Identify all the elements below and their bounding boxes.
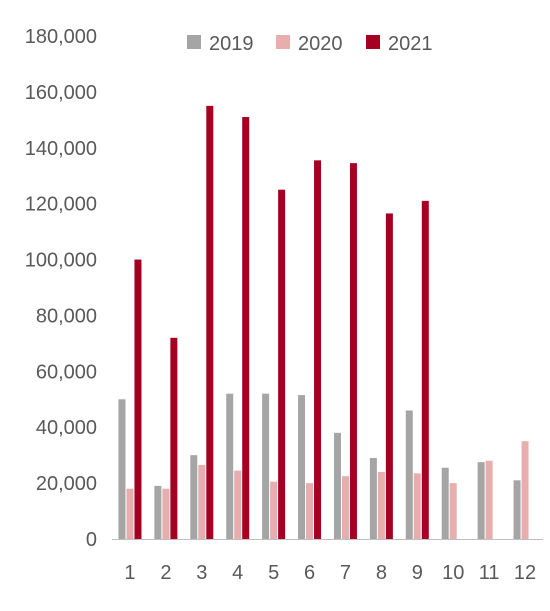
bar-group bbox=[118, 259, 142, 539]
bar-2021-2 bbox=[170, 337, 178, 539]
bar-2019-8 bbox=[369, 457, 377, 539]
bar-group bbox=[154, 337, 178, 539]
bar-2020-11 bbox=[485, 460, 493, 539]
bar-2020-10 bbox=[449, 483, 457, 539]
bar-2019-6 bbox=[298, 395, 306, 539]
bar-group bbox=[298, 160, 322, 539]
x-tick-label: 7 bbox=[340, 562, 351, 584]
legend-label-2021: 2021 bbox=[388, 33, 433, 55]
x-axis: 1 2 3 4 5 6 7 8 9 10 11 12 bbox=[124, 562, 536, 584]
bar-2021-8 bbox=[385, 213, 393, 540]
x-tick-label: 1 bbox=[124, 562, 135, 584]
bar-2020-8 bbox=[377, 471, 385, 539]
bar-2021-9 bbox=[421, 200, 429, 539]
y-tick-label: 60,000 bbox=[36, 361, 97, 383]
bar-2021-1 bbox=[134, 259, 142, 539]
bar-2021-6 bbox=[314, 160, 322, 539]
bar-2019-9 bbox=[405, 410, 413, 539]
legend-swatch-2019 bbox=[187, 35, 201, 49]
legend: 2019 2020 2021 bbox=[187, 33, 433, 55]
legend-swatch-2020 bbox=[276, 35, 290, 49]
bar-2020-3 bbox=[198, 464, 206, 539]
bar-2020-4 bbox=[234, 470, 242, 539]
bar-2019-10 bbox=[441, 467, 449, 539]
bar-group bbox=[262, 189, 286, 539]
bar-2019-5 bbox=[262, 393, 270, 539]
bar-2019-12 bbox=[513, 480, 521, 539]
x-tick-label: 2 bbox=[160, 562, 171, 584]
bar-2019-1 bbox=[118, 399, 126, 539]
y-tick-label: 40,000 bbox=[36, 417, 97, 439]
x-tick-label: 5 bbox=[268, 562, 279, 584]
legend-label-2019: 2019 bbox=[209, 33, 254, 55]
x-tick-label: 11 bbox=[479, 562, 500, 584]
y-tick-label: 140,000 bbox=[25, 138, 97, 160]
bar-group bbox=[513, 441, 529, 539]
bar-2021-5 bbox=[278, 189, 286, 539]
y-axis: 0 20,000 40,000 60,000 80,000 100,000 120,000 1… bbox=[25, 26, 97, 551]
y-tick-label: 80,000 bbox=[36, 305, 97, 327]
y-tick-label: 100,000 bbox=[25, 250, 97, 272]
y-tick-label: 120,000 bbox=[25, 194, 97, 216]
bar-2019-11 bbox=[477, 462, 485, 539]
x-tick-label: 9 bbox=[412, 562, 423, 584]
bar-2019-3 bbox=[190, 455, 198, 539]
y-tick-label: 160,000 bbox=[25, 82, 97, 104]
bars bbox=[118, 105, 529, 540]
bar-2020-6 bbox=[306, 483, 314, 539]
bar-2020-1 bbox=[126, 488, 134, 539]
bar-group bbox=[405, 200, 429, 539]
x-tick-label: 4 bbox=[232, 562, 243, 584]
bar-2020-9 bbox=[413, 473, 421, 539]
x-tick-label: 3 bbox=[196, 562, 207, 584]
y-tick-label: 20,000 bbox=[36, 473, 97, 495]
bar-group bbox=[441, 467, 457, 539]
bar-2020-12 bbox=[521, 441, 529, 539]
x-tick-label: 6 bbox=[304, 562, 315, 584]
bar-2020-2 bbox=[162, 488, 170, 539]
bar-2021-4 bbox=[242, 117, 250, 540]
x-tick-label: 10 bbox=[442, 562, 464, 584]
bar-group bbox=[333, 163, 357, 539]
bar-2021-3 bbox=[206, 105, 214, 539]
y-tick-label: 180,000 bbox=[25, 26, 97, 48]
x-tick-label: 8 bbox=[376, 562, 387, 584]
legend-swatch-2021 bbox=[366, 35, 380, 49]
bar-2019-2 bbox=[154, 485, 162, 539]
y-tick-label: 0 bbox=[86, 529, 97, 551]
bar-group bbox=[477, 460, 493, 539]
bar-2020-7 bbox=[341, 476, 349, 539]
legend-label-2020: 2020 bbox=[298, 33, 343, 55]
bar-group bbox=[226, 117, 250, 540]
bar-2019-7 bbox=[333, 432, 341, 539]
bar-group bbox=[190, 105, 214, 539]
x-tick-label: 12 bbox=[514, 562, 536, 584]
bar-group bbox=[369, 213, 393, 540]
bar-2021-7 bbox=[349, 163, 357, 539]
bar-2019-4 bbox=[226, 393, 234, 539]
bar-2020-5 bbox=[270, 481, 278, 539]
